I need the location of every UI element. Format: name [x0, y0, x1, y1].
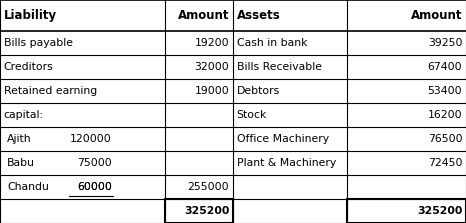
- Text: Bills payable: Bills payable: [4, 38, 73, 48]
- Text: Retained earning: Retained earning: [4, 86, 97, 96]
- Text: 60000: 60000: [77, 182, 112, 192]
- Text: Assets: Assets: [237, 9, 281, 22]
- Text: Office Machinery: Office Machinery: [237, 134, 329, 144]
- Text: capital:: capital:: [4, 110, 44, 120]
- Text: 32000: 32000: [194, 62, 229, 72]
- Text: 325200: 325200: [184, 206, 229, 216]
- Text: 72450: 72450: [428, 158, 462, 168]
- Text: 67400: 67400: [428, 62, 462, 72]
- Text: Amount: Amount: [178, 9, 229, 22]
- Text: Chandu: Chandu: [7, 182, 49, 192]
- Text: 75000: 75000: [77, 158, 112, 168]
- Text: Amount: Amount: [411, 9, 462, 22]
- Text: Stock: Stock: [237, 110, 267, 120]
- Text: Debtors: Debtors: [237, 86, 280, 96]
- Text: 53400: 53400: [428, 86, 462, 96]
- Text: Liability: Liability: [4, 9, 57, 22]
- Bar: [347, 199, 466, 223]
- Text: 39250: 39250: [428, 38, 462, 48]
- Text: Cash in bank: Cash in bank: [237, 38, 307, 48]
- Text: 120000: 120000: [70, 134, 112, 144]
- Text: Creditors: Creditors: [4, 62, 54, 72]
- Text: Plant & Machinery: Plant & Machinery: [237, 158, 336, 168]
- Text: 19000: 19000: [194, 86, 229, 96]
- Text: Babu: Babu: [7, 158, 35, 168]
- Text: Bills Receivable: Bills Receivable: [237, 62, 322, 72]
- Text: 76500: 76500: [428, 134, 462, 144]
- Bar: [165, 199, 233, 223]
- Text: 255000: 255000: [188, 182, 229, 192]
- Text: 16200: 16200: [428, 110, 462, 120]
- Text: 19200: 19200: [195, 38, 229, 48]
- Text: 325200: 325200: [417, 206, 462, 216]
- Text: 60000: 60000: [77, 182, 112, 192]
- Text: Ajith: Ajith: [7, 134, 32, 144]
